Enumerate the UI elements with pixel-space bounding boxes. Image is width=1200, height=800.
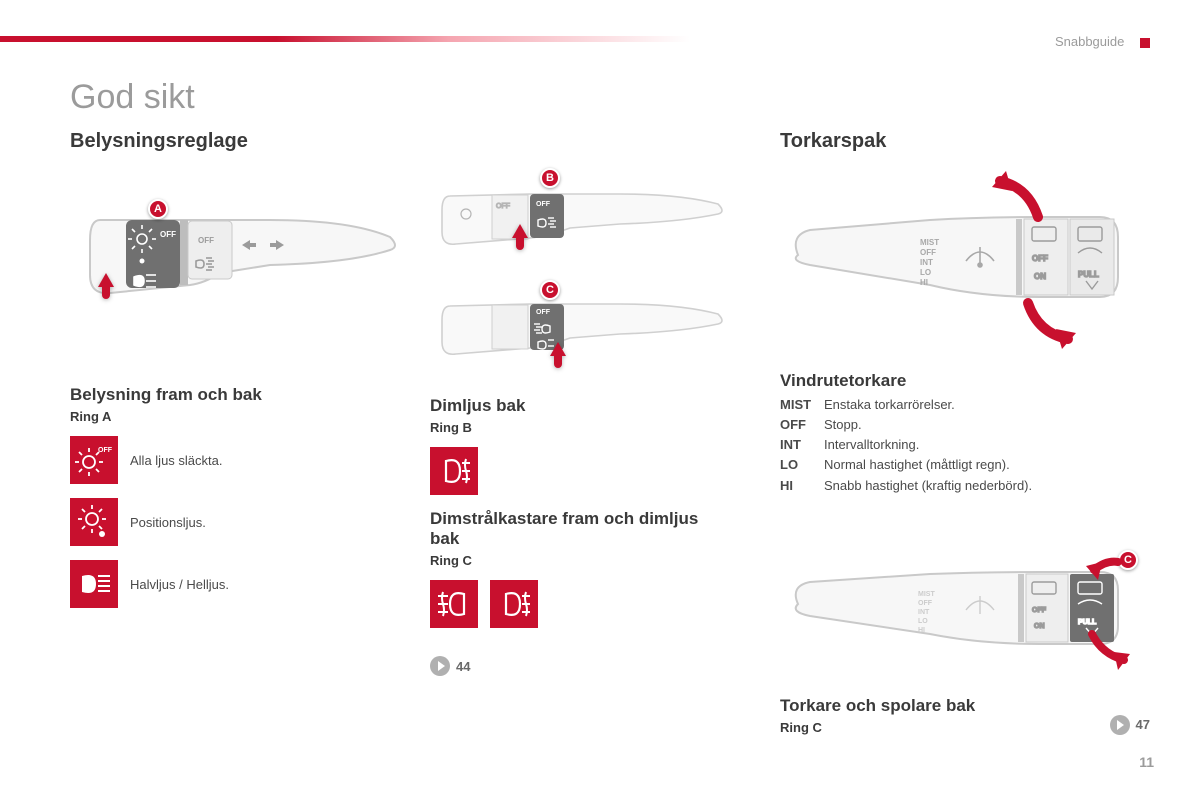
rear-fog-heading: Dimljus bak: [430, 396, 750, 416]
svg-text:OFF: OFF: [536, 309, 551, 316]
svg-text:LO: LO: [918, 618, 928, 625]
svg-text:OFF: OFF: [1032, 254, 1048, 263]
ring-b-badge: B: [540, 168, 560, 188]
breadcrumb: Snabbguide: [1055, 34, 1150, 49]
ring-c-label: Ring C: [430, 553, 750, 568]
breadcrumb-marker: [1140, 38, 1150, 48]
page-ref-number: 44: [456, 659, 470, 674]
list-item: OFF Alla ljus släckta.: [70, 436, 420, 484]
wiper-stalk-illustration: MIST OFF INT LO HI OFF ON PULL: [780, 165, 1150, 355]
page-title: God sikt: [70, 78, 195, 117]
forward-icon: [1110, 715, 1130, 735]
svg-text:OFF: OFF: [536, 201, 551, 208]
front-rear-fog-heading: Dimstrålkastare fram och dimljus bak: [430, 509, 730, 549]
svg-text:HI: HI: [920, 278, 928, 287]
svg-text:LO: LO: [920, 268, 931, 277]
ring-a-label: Ring A: [70, 409, 420, 424]
windscreen-wipers-heading: Vindrutetorkare: [780, 371, 1150, 391]
curve-arrow-up-icon: [988, 167, 1058, 227]
svg-text:ON: ON: [1034, 623, 1045, 630]
rotate-arrow-icon: [550, 342, 566, 356]
page-ref-number: 47: [1136, 717, 1150, 732]
rear-wiper-ring: Ring C: [780, 720, 975, 735]
arrow-in-icon: [1072, 556, 1122, 596]
svg-text:OFF: OFF: [98, 447, 113, 454]
column-lighting: Belysningsreglage OFF OFF: [70, 130, 420, 622]
table-row: INTIntervalltorkning.: [780, 435, 1150, 455]
sidelights-icon: [70, 498, 118, 546]
top-stripe: [0, 36, 690, 42]
forward-icon: [430, 656, 450, 676]
lights-off-label: Alla ljus släckta.: [130, 453, 222, 468]
table-row: HISnabb hastighet (kraftig nederbörd).: [780, 476, 1150, 496]
column-wipers: Torkarspak MIST OFF INT LO HI OFF ON: [780, 130, 1150, 735]
rear-fog-icon: [490, 580, 538, 628]
lighting-sub: Belysning fram och bak: [70, 385, 420, 405]
page-ref-44: 44: [430, 656, 470, 676]
svg-text:OFF: OFF: [160, 230, 176, 239]
svg-text:PULL: PULL: [1078, 619, 1097, 626]
rear-wiper-illustration: MIST OFF INT LO HI OFF ON PULL C: [780, 526, 1150, 686]
svg-text:OFF: OFF: [918, 600, 933, 607]
curve-arrow-down-icon: [1018, 293, 1088, 353]
headlights-label: Halvljus / Helljus.: [130, 577, 229, 592]
sidelights-label: Positionsljus.: [130, 515, 206, 530]
fog-icons-row: [430, 580, 750, 628]
rear-fog-icon-row: [430, 447, 750, 495]
svg-text:OFF: OFF: [496, 203, 510, 210]
table-row: LONormal hastighet (måttligt regn).: [780, 455, 1150, 475]
ring-a-badge: A: [148, 199, 168, 219]
svg-text:HI: HI: [918, 627, 925, 634]
rear-fog-icon: [430, 447, 478, 495]
wipers-heading: Torkarspak: [780, 130, 1150, 153]
wiper-modes-table: MISTEnstaka torkarrörelser. OFFStopp. IN…: [780, 395, 1150, 496]
lighting-stalk-illustration: OFF OFF A: [70, 165, 420, 345]
breadcrumb-text: Snabbguide: [1055, 34, 1124, 49]
svg-text:INT: INT: [920, 258, 933, 267]
ring-c-badge: C: [540, 280, 560, 300]
page-ref-47: 47: [1110, 715, 1150, 735]
list-item: Halvljus / Helljus.: [70, 560, 420, 608]
table-row: MISTEnstaka torkarrörelser.: [780, 395, 1150, 415]
svg-text:OFF: OFF: [920, 248, 936, 257]
table-row: OFFStopp.: [780, 415, 1150, 435]
svg-text:INT: INT: [918, 609, 930, 616]
svg-text:PULL: PULL: [1078, 270, 1099, 279]
svg-text:MIST: MIST: [918, 591, 935, 598]
column-foglights: OFF OFF OFF: [430, 130, 750, 676]
list-item: Positionsljus.: [70, 498, 420, 546]
svg-text:OFF: OFF: [198, 236, 214, 245]
lights-off-icon: OFF: [70, 436, 118, 484]
svg-text:ON: ON: [1034, 272, 1046, 281]
svg-text:MIST: MIST: [920, 238, 939, 247]
ring-b-label: Ring B: [430, 420, 750, 435]
fog-stalks-illustration: OFF OFF OFF: [430, 166, 750, 386]
rotate-arrow-icon: [98, 273, 114, 287]
svg-text:OFF: OFF: [1032, 607, 1047, 614]
rotate-arrow-icon: [512, 224, 528, 238]
lighting-heading: Belysningsreglage: [70, 130, 420, 153]
headlights-icon: [70, 560, 118, 608]
page-number: 11: [1139, 754, 1154, 770]
front-fog-icon: [430, 580, 478, 628]
rear-wiper-heading: Torkare och spolare bak: [780, 696, 975, 716]
arrow-out-icon: [1084, 626, 1134, 676]
